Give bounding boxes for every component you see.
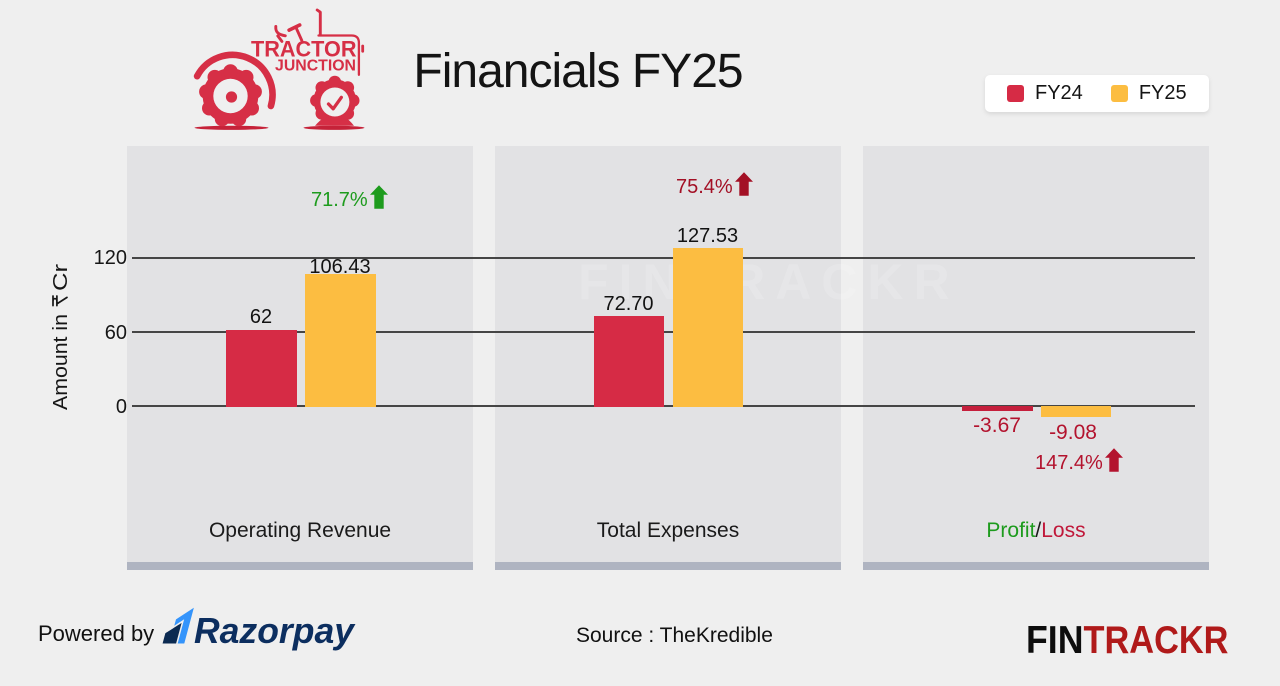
svg-text:Amount in: Amount in bbox=[50, 314, 72, 410]
svg-text:FIN: FIN bbox=[1026, 620, 1084, 660]
svg-text:JUNCTION: JUNCTION bbox=[275, 58, 356, 75]
svg-text:TRACTOR: TRACTOR bbox=[251, 37, 357, 62]
svg-text:Razorpay: Razorpay bbox=[194, 610, 356, 651]
svg-text:Cr: Cr bbox=[50, 264, 72, 291]
svg-text:TRACKR: TRACKR bbox=[1084, 620, 1229, 660]
